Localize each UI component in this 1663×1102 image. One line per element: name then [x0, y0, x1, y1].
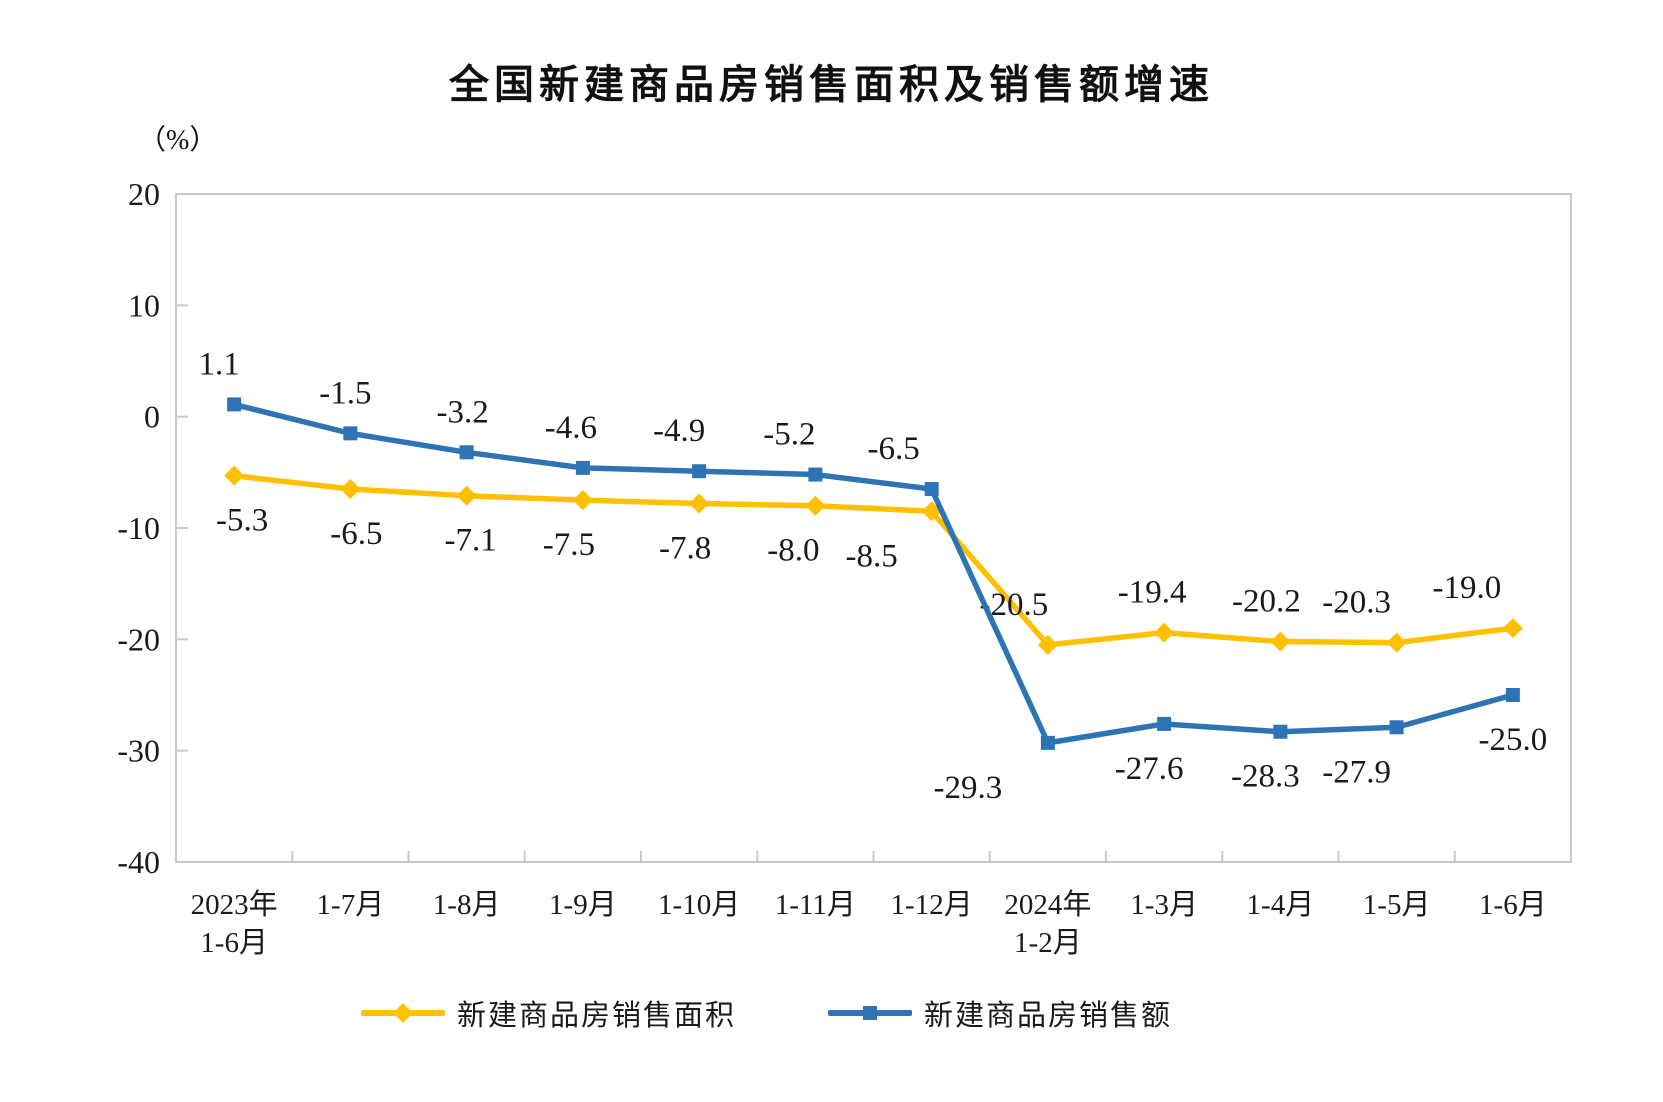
data-label: -6.5 — [868, 431, 920, 467]
data-label: -8.5 — [846, 538, 898, 574]
y-tick-label: -30 — [117, 733, 160, 769]
data-label: -19.4 — [1118, 575, 1187, 611]
x-category-label: 2024年 — [1004, 888, 1091, 921]
x-category-label: 1-3月 — [1130, 889, 1198, 921]
data-label: -7.5 — [543, 527, 595, 563]
data-label: -6.5 — [330, 516, 382, 552]
data-label: -20.3 — [1322, 585, 1391, 621]
diamond-marker — [1154, 622, 1175, 643]
x-category-label: 1-12月 — [891, 889, 973, 921]
square-marker — [692, 464, 707, 479]
series-0 — [224, 465, 1523, 655]
diamond-marker — [224, 465, 245, 486]
diamond-marker — [805, 495, 826, 516]
square-marker — [459, 445, 474, 460]
square-marker — [1389, 720, 1404, 735]
y-tick-label: 0 — [144, 399, 160, 435]
diamond-marker — [1502, 618, 1523, 639]
square-marker — [1505, 688, 1520, 702]
data-label: -29.3 — [934, 770, 1003, 806]
data-label: -20.2 — [1232, 584, 1301, 620]
data-label: -1.5 — [319, 375, 371, 411]
data-label: -4.9 — [653, 413, 705, 449]
data-label: -27.9 — [1322, 754, 1391, 790]
chart-title: 全国新建商品房销售面积及销售额增速 — [449, 63, 1214, 107]
x-category-label: 1-10月 — [658, 889, 740, 921]
legend-label-sales-area: 新建商品房销售面积 — [456, 1000, 736, 1032]
x-category-label: 1-5月 — [1363, 889, 1431, 921]
diamond-marker — [456, 485, 477, 506]
square-marker — [1273, 724, 1288, 739]
x-category-label: 1-4月 — [1247, 889, 1315, 921]
legend-swatch-sales-value — [828, 1002, 912, 1024]
series-line — [231, 401, 1516, 746]
x-category-label: 1-6月 — [200, 927, 268, 959]
square-marker — [227, 397, 242, 412]
square-marker — [808, 467, 823, 482]
data-label: -27.6 — [1115, 751, 1184, 787]
series-line — [231, 472, 1516, 648]
data-label: -7.8 — [659, 531, 711, 567]
y-tick-label: -20 — [117, 621, 160, 657]
x-category-label: 1-9月 — [549, 889, 617, 921]
legend-swatch-sales-area — [360, 1002, 445, 1024]
data-label: -5.3 — [216, 503, 268, 539]
legend-label-sales-value: 新建商品房销售额 — [924, 1000, 1173, 1032]
square-marker — [924, 482, 939, 497]
data-label: -7.1 — [445, 523, 497, 559]
square-marker-icon — [863, 1006, 877, 1020]
square-marker — [1157, 716, 1172, 731]
x-category-label: 1-7月 — [317, 889, 385, 921]
series-0-data-labels: -5.3 -6.5 -7.1 -7.5 -7.8 -8.0 -8.5-20.5 -19.4 -2… — [216, 503, 1501, 623]
data-label: -3.2 — [437, 394, 489, 430]
x-category-label: 2023年 — [191, 888, 278, 921]
data-label: -25.0 — [1479, 722, 1548, 758]
diamond-marker — [1270, 631, 1291, 652]
square-marker — [343, 426, 358, 441]
y-tick-label: 10 — [128, 287, 160, 323]
diamond-marker — [340, 479, 361, 500]
diamond-marker — [1037, 634, 1058, 655]
data-label: -8.0 — [767, 533, 819, 569]
square-marker — [575, 460, 590, 475]
y-tick-label: -40 — [117, 844, 160, 880]
series-1 — [227, 397, 1520, 750]
series-1-data-labels: 1.1 -1.5 -3.2 -4.6 -4.9 -5.2 -6.5 -29.3 -27.6 -28… — [199, 346, 1548, 805]
y-axis: 20 10 0 -10 -20 -30 -40 — [117, 176, 188, 880]
data-label: -19.0 — [1433, 570, 1502, 606]
x-axis: 2023年 1-6月 1-7月 1-8月 1-9月 1-10月 1-11月 1-12月 2024… — [175, 851, 1572, 959]
diamond-marker — [572, 490, 593, 511]
y-axis-unit-label: （%） — [138, 125, 218, 156]
x-category-label: 1-11月 — [775, 889, 856, 921]
square-marker — [1040, 735, 1055, 750]
data-label: 1.1 — [199, 346, 240, 382]
y-tick-label: 20 — [128, 176, 160, 212]
legend-item-sales-value: 新建商品房销售额 — [828, 992, 1172, 1034]
chart-canvas: 20 10 0 -10 -20 -30 -40 2023年 1-6月 1-7月 1-8月 1-9月 1-… — [117, 176, 1572, 959]
data-label: -4.6 — [545, 410, 597, 446]
x-category-label: 1-2月 — [1014, 927, 1082, 959]
x-category-label: 1-8月 — [433, 889, 501, 921]
diamond-marker-icon — [393, 1003, 413, 1023]
x-category-label: 1-6月 — [1479, 889, 1547, 921]
data-label: -28.3 — [1231, 759, 1300, 795]
y-tick-label: -10 — [117, 510, 160, 546]
diamond-marker — [1386, 632, 1407, 653]
chart-legend: 新建商品房销售面积 新建商品房销售额 — [0, 992, 1663, 1034]
data-label: -5.2 — [763, 417, 815, 453]
legend-item-sales-area: 新建商品房销售面积 — [360, 992, 736, 1034]
diamond-marker — [689, 493, 710, 514]
